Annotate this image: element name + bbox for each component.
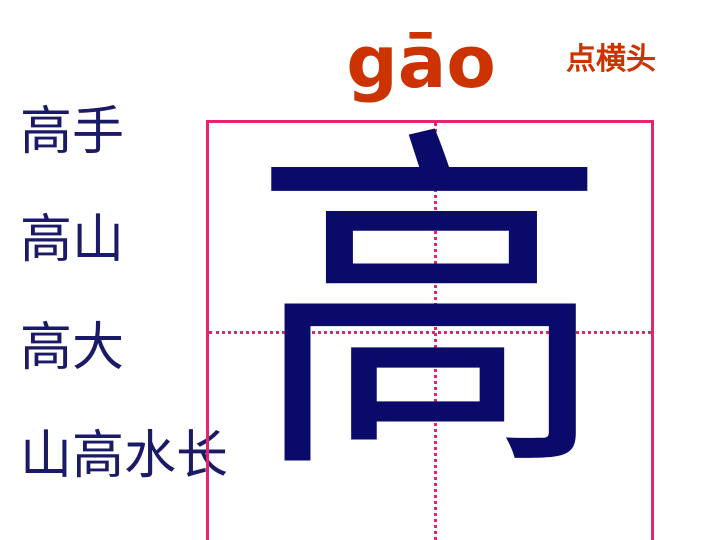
pinyin-label: gāo [346,20,496,104]
stroke-note: 点横头 [566,42,656,77]
word-item: 高山 [20,210,125,270]
main-character: 高 [250,98,610,517]
writing-grid [206,120,654,540]
word-item: 高手 [20,102,125,162]
word-item: 高大 [20,318,125,378]
word-list: 高手 高山 高大 山高水长 [20,0,280,540]
grid-vertical-guide [434,123,437,540]
grid-horizontal-guide [209,331,651,334]
word-item: 山高水长 [20,426,229,486]
